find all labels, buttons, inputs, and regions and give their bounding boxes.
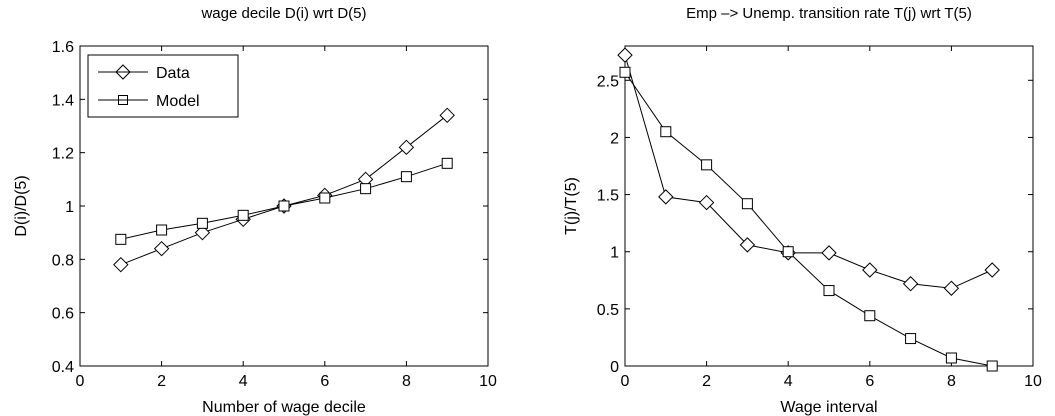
left-chart-axes: 0 2 4 6 8 10 0.4 0.6 0.8 1 1.2 1.4 1.6	[52, 39, 497, 390]
left-xtick-label: 2	[157, 373, 166, 390]
right-ytick-label: 0	[610, 359, 619, 376]
right-series-square-point	[619, 66, 631, 78]
right-series-square-point	[823, 285, 835, 297]
left-series-square-point	[156, 224, 168, 236]
right-chart-axes: 0 2 4 6 8 10 0 0.5 1 1.5 2 2.5	[597, 46, 1042, 390]
right-series-square-point	[660, 126, 672, 138]
left-series-diamond-point	[194, 224, 211, 241]
right-xtick-label: 8	[947, 373, 956, 390]
right-series-diamond-point	[984, 262, 1000, 278]
left-series-square-point	[441, 157, 453, 169]
right-chart-ylabel: T(j)/T(5)	[563, 177, 580, 235]
left-xtick-label: 10	[479, 373, 497, 390]
right-ytick-label: 2.5	[597, 73, 619, 90]
left-chart: wage decile D(i) wrt D(5) 0 2 4 6 8 100.40.60…	[13, 5, 497, 416]
right-chart-title: Emp –> Unemp. transition rate T(j) wrt T…	[686, 5, 972, 22]
left-ytick-label: 1.6	[52, 39, 74, 56]
right-ytick-label: 1	[610, 245, 619, 262]
right-series-square-line	[624, 72, 993, 367]
right-xtick-label: 0	[621, 373, 630, 390]
right-series-diamond-point	[658, 189, 674, 205]
right-chart-plot-area	[624, 45, 1034, 367]
left-ytick-label: 1	[65, 199, 74, 216]
legend-model-label: Model	[156, 93, 200, 110]
left-chart-ylabel: D(i)/D(5)	[13, 175, 30, 236]
right-xtick-label: 2	[702, 373, 711, 390]
right-series-square-point	[986, 360, 998, 372]
right-series-square-point	[782, 246, 794, 258]
right-ytick-label: 0.5	[597, 302, 619, 319]
legend-model-marker	[118, 95, 128, 105]
left-xtick-label: 6	[320, 373, 329, 390]
right-series-square-point	[945, 352, 957, 364]
right-series-diamond-point	[739, 237, 756, 253]
right-series-square-point	[864, 310, 876, 322]
legend: Data Model	[87, 54, 239, 118]
left-xtick-label: 8	[402, 373, 411, 390]
right-ytick-label: 2	[610, 130, 619, 147]
right-series-diamond-point	[617, 47, 633, 63]
left-ytick-label: 1.2	[52, 146, 74, 163]
left-series-diamond-point	[439, 107, 455, 124]
right-chart: Emp –> Unemp. transition rate T(j) wrt T…	[563, 5, 1042, 416]
left-series-diamond-point	[113, 256, 129, 273]
left-series-square-point	[360, 183, 372, 195]
right-chart-series	[617, 47, 1000, 372]
right-series-diamond-point	[862, 262, 878, 278]
left-series-square-point	[115, 233, 127, 245]
left-ytick-label: 0.6	[52, 306, 74, 323]
left-series-square-point	[237, 209, 249, 221]
right-ytick-label: 1.5	[597, 188, 619, 205]
left-series-square-point	[278, 200, 290, 212]
right-xtick-label: 6	[865, 373, 874, 390]
left-series-diamond-point	[398, 139, 415, 156]
right-series-diamond-point	[902, 276, 919, 292]
left-ytick-label: 1.4	[52, 92, 74, 109]
legend-box	[87, 54, 239, 118]
left-ytick-label: 0.8	[52, 252, 74, 269]
left-xtick-label: 4	[239, 373, 248, 390]
right-series-diamond-point	[698, 194, 715, 211]
legend-data-label: Data	[156, 65, 190, 82]
left-series-square-point	[319, 192, 331, 204]
left-chart-series	[113, 107, 455, 273]
left-chart-title: wage decile D(i) wrt D(5)	[200, 5, 366, 22]
right-chart-xlabel: Wage interval	[780, 399, 877, 416]
left-series-diamond-point	[153, 240, 170, 257]
right-series-square-point	[905, 333, 917, 345]
left-series-square-point	[400, 171, 412, 183]
legend-data-marker	[115, 64, 131, 80]
left-ytick-label: 0.4	[52, 359, 74, 376]
left-xtick-label: 0	[76, 373, 85, 390]
left-chart-xlabel: Number of wage decile	[202, 399, 366, 416]
right-series-diamond-point	[943, 280, 960, 296]
right-xtick-label: 4	[784, 373, 793, 390]
right-series-diamond-line	[624, 54, 993, 289]
left-series-square-point	[196, 217, 208, 229]
right-series-square-point	[701, 159, 713, 171]
right-xtick-label: 10	[1024, 373, 1042, 390]
right-series-diamond-point	[821, 245, 837, 261]
right-series-square-point	[741, 198, 753, 210]
